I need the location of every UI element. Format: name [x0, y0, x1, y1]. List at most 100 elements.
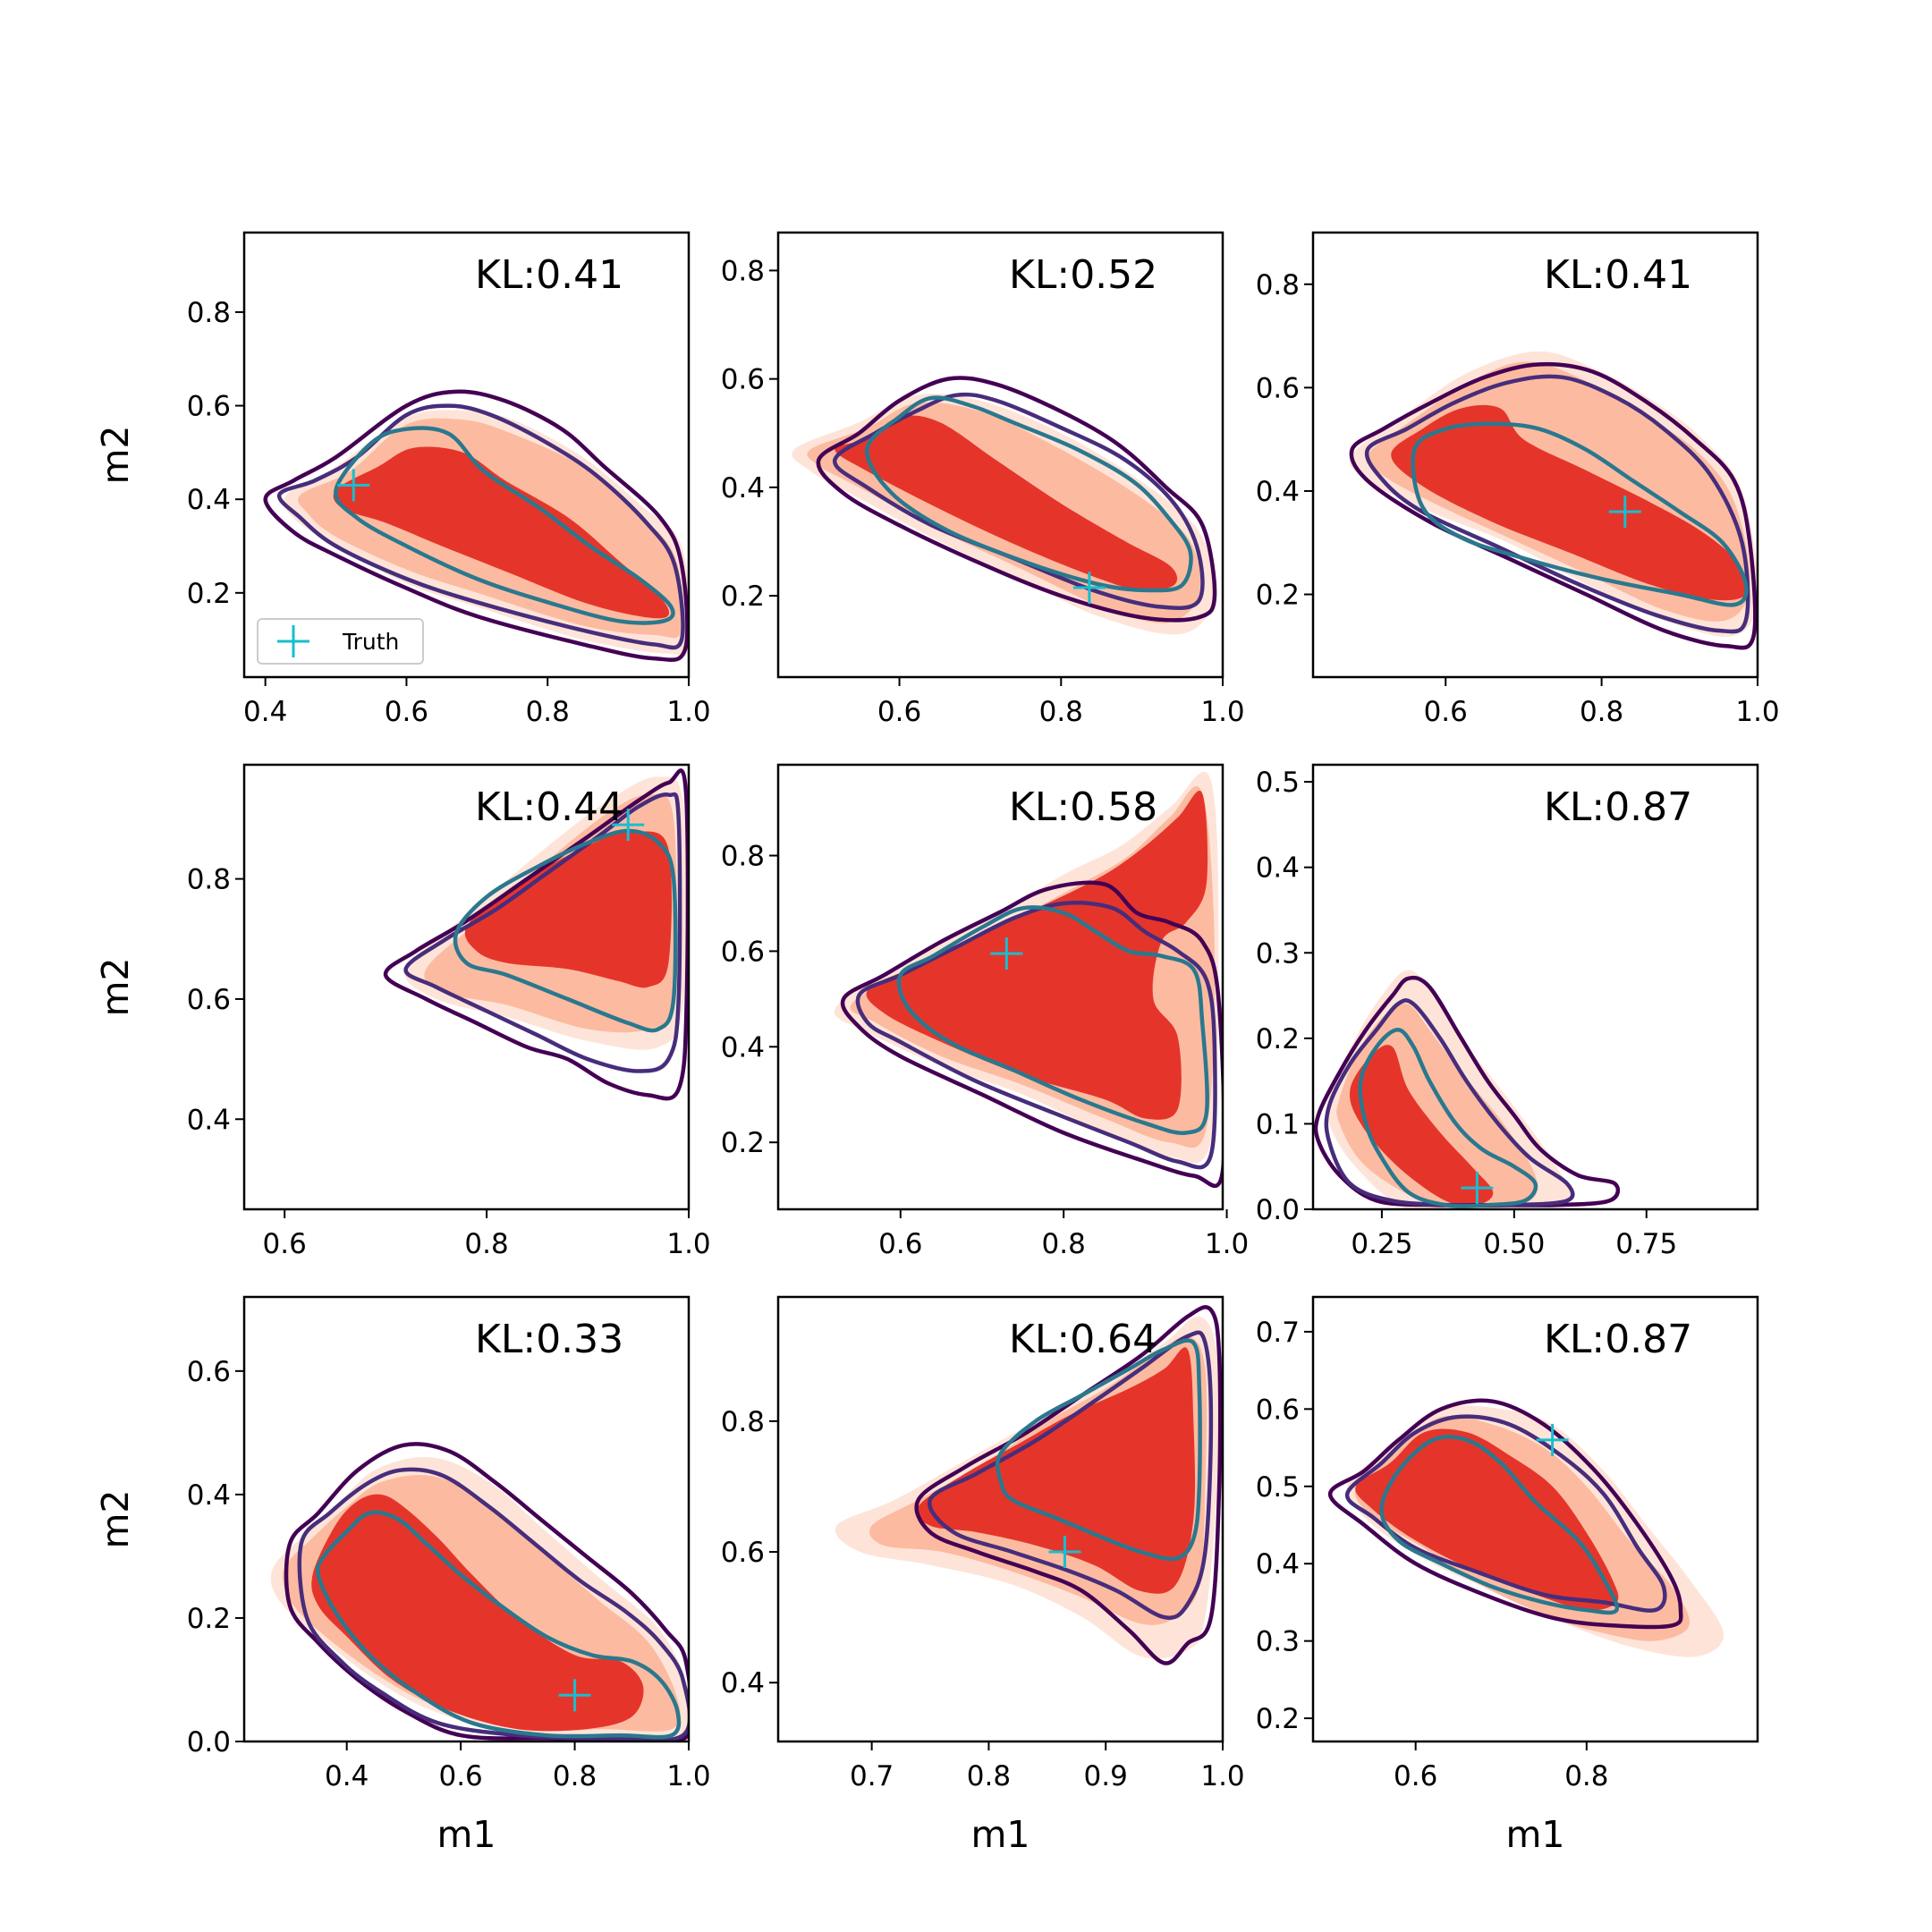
x-tick-label: 1.0: [1735, 696, 1779, 728]
plot-area: [263, 389, 689, 662]
plot-area: [270, 1442, 689, 1741]
x-tick-label: 0.6: [1394, 1760, 1437, 1792]
axes-frame: [776, 231, 1224, 679]
kl-annotation: KL:0.64: [1009, 1317, 1157, 1362]
contour-line-mid: [403, 792, 682, 1073]
y-tick-label: 0.4: [187, 484, 231, 516]
contour-line-outer: [816, 376, 1217, 623]
x-axis-label: m1: [1505, 1813, 1564, 1856]
contour-line-inner: [865, 395, 1193, 593]
density-fill-inner: [311, 1494, 644, 1732]
plus-marker-icon: [277, 625, 309, 657]
x-tick-label: 0.7: [850, 1760, 894, 1792]
y-tick-label: 0.8: [721, 841, 765, 873]
x-tick-label: 0.75: [1615, 1228, 1677, 1260]
contour-line-inner: [1411, 421, 1749, 607]
x-tick-label: 1.0: [666, 1228, 710, 1260]
y-tick-label: 0.2: [1256, 580, 1300, 612]
plot-area: [834, 771, 1223, 1188]
truth-marker: [612, 809, 645, 842]
y-tick-label: 0.4: [187, 1479, 231, 1512]
axes-frame: [1311, 763, 1759, 1211]
truth-marker: [1461, 1172, 1494, 1205]
x-tick-label: 0.6: [878, 1228, 922, 1260]
x-tick-label: 0.8: [1564, 1760, 1608, 1792]
panel-1: 0.4 0.6 0.8 1.0 0.2 0.4 0.6 0.8 KL:0.41 m2 Truth: [94, 231, 711, 728]
contour-line-mid: [297, 1467, 689, 1741]
density-fill-inner: [1355, 1428, 1619, 1611]
y-tick-label: 0.3: [1256, 937, 1300, 970]
x-tick-label: 0.6: [877, 696, 921, 728]
contour-line-outer: [1327, 1398, 1683, 1630]
panel-grid: 0.4 0.6 0.8 1.0 0.2 0.4 0.6 0.8 KL:0.41 m2 Truth 0.…: [94, 231, 1780, 1856]
legend-box: [257, 618, 424, 665]
x-tick-label: 0.4: [325, 1760, 369, 1792]
contour-line-inner: [1379, 1434, 1620, 1615]
x-tick-label: 0.8: [1580, 696, 1623, 728]
kl-annotation: KL:0.58: [1009, 784, 1157, 830]
panel-6: 0.25 0.50 0.75 0.0 0.1 0.2 0.3 0.4 0.5 KL:0.87: [1256, 763, 1759, 1260]
x-tick-label: 0.9: [1084, 1760, 1128, 1792]
x-tick-label: 0.6: [1424, 696, 1468, 728]
x-tick-label: 0.8: [967, 1760, 1011, 1792]
contour-line-inner: [1358, 1028, 1538, 1208]
contour-line-mid: [855, 901, 1217, 1170]
y-tick-label: 0.6: [187, 984, 231, 1016]
panel-4: 0.6 0.8 1.0 0.4 0.6 0.8 KL:0.44 m2: [94, 763, 711, 1260]
panel-8: 0.7 0.8 0.9 1.0 0.4 0.6 0.8 KL:0.64 m1: [721, 1295, 1245, 1856]
kl-annotation: KL:0.41: [475, 252, 623, 298]
y-tick-label: 0.5: [1256, 767, 1300, 799]
contour-line-mid: [276, 403, 685, 650]
y-tick-label: 0.0: [1256, 1194, 1300, 1226]
y-tick-label: 0.7: [1256, 1317, 1300, 1349]
legend: Truth: [257, 618, 424, 665]
density-fill-inner: [1391, 404, 1748, 601]
plot-area: [792, 376, 1217, 635]
y-axis-label: m2: [94, 957, 137, 1016]
y-tick-label: 0.4: [721, 1667, 765, 1699]
y-tick-label: 0.2: [187, 578, 231, 610]
y-tick-label: 0.6: [1256, 1394, 1300, 1426]
density-fill-inner: [835, 415, 1178, 591]
y-tick-label: 0.0: [187, 1726, 231, 1758]
x-tick-label: 1.0: [666, 696, 710, 728]
truth-marker: [1072, 571, 1106, 604]
panel-9: 0.6 0.8 0.2 0.3 0.4 0.5 0.6 0.7 KL:0.87 m1: [1256, 1295, 1759, 1856]
axes-frame: [776, 1295, 1224, 1743]
plot-area: [835, 1305, 1223, 1665]
contour-line-outer: [1349, 361, 1758, 650]
density-fill-inner: [916, 1347, 1196, 1594]
density-fill-inner: [333, 446, 670, 619]
x-tick-label: 0.6: [263, 1228, 307, 1260]
x-axis-label: m1: [436, 1813, 496, 1856]
y-axis-label: m2: [94, 1489, 137, 1548]
y-tick-label: 0.3: [1256, 1626, 1300, 1658]
x-tick-label: 0.8: [526, 696, 570, 728]
y-tick-label: 0.2: [187, 1603, 231, 1635]
contour-line-mid: [1344, 1414, 1667, 1613]
plot-area: [1349, 351, 1758, 650]
x-tick-label: 0.8: [1042, 1228, 1086, 1260]
plot-area: [1313, 970, 1621, 1209]
x-tick-label: 0.50: [1483, 1228, 1545, 1260]
x-tick-label: 0.8: [464, 1228, 508, 1260]
contour-line-inner: [896, 905, 1209, 1136]
y-tick-label: 0.6: [721, 936, 765, 968]
y-tick-label: 0.8: [721, 255, 765, 287]
x-tick-label: 0.25: [1351, 1228, 1412, 1260]
y-tick-label: 0.6: [187, 1356, 231, 1388]
legend-label: Truth: [342, 629, 399, 655]
x-tick-label: 1.0: [1205, 1228, 1249, 1260]
plot-area: [1327, 1398, 1724, 1657]
kl-annotation: KL:0.52: [1009, 252, 1157, 298]
y-tick-label: 0.6: [1256, 372, 1300, 404]
axes-frame: [242, 763, 691, 1211]
y-tick-label: 0.4: [1256, 1548, 1300, 1580]
kl-annotation: KL:0.44: [475, 784, 623, 830]
truth-marker: [1048, 1536, 1081, 1569]
panel-7: 0.4 0.6 0.8 1.0 0.0 0.2 0.4 0.6 KL:0.33 m2 m1: [94, 1295, 711, 1856]
x-axis-label: m1: [970, 1813, 1030, 1856]
truth-marker: [558, 1679, 591, 1712]
y-tick-label: 0.2: [721, 580, 765, 613]
y-tick-label: 0.5: [1256, 1471, 1300, 1504]
